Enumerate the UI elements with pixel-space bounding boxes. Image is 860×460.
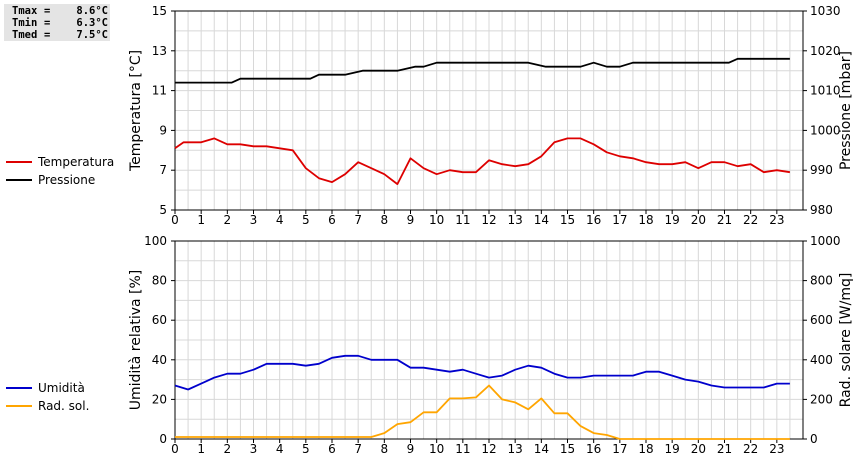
y-axis-label-left: Temperatura [°C] — [128, 50, 144, 172]
summary-row-tmed: Tmed = 7.5°C — [12, 29, 108, 41]
x-tick-label: 10 — [429, 213, 444, 227]
legend: Umidità Rad. sol. — [6, 381, 89, 413]
y-tick-label-left: 9 — [159, 123, 167, 137]
y-tick-label-right: 0 — [810, 432, 818, 446]
series-line-rad-sol- — [175, 384, 790, 440]
x-tick-label: 12 — [481, 442, 496, 456]
series-line-umidit- — [174, 354, 790, 391]
x-tick-label: 1 — [197, 442, 205, 456]
x-tick-label: 13 — [508, 442, 523, 456]
x-tick-label: 21 — [717, 442, 732, 456]
y-tick-label-left: 0 — [159, 432, 167, 446]
y-tick-label-right: 600 — [810, 313, 833, 327]
y-tick-label-right: 800 — [810, 274, 833, 288]
summary-value: 7.5°C — [76, 29, 108, 41]
x-tick-label: 19 — [665, 442, 680, 456]
x-tick-label: 7 — [354, 442, 362, 456]
summary-key: Tmin — [12, 17, 38, 29]
summary-key: Tmed — [12, 29, 38, 41]
summary-key: Tmax — [12, 5, 38, 17]
x-tick-label: 20 — [691, 442, 706, 456]
x-tick-label: 16 — [586, 442, 601, 456]
x-tick-label: 3 — [250, 213, 258, 227]
x-tick-label: 9 — [407, 442, 415, 456]
summary-box: Tmax = 8.6°C Tmin = 6.3°C Tmed = 7.5°C — [4, 4, 110, 41]
y-tick-label-left: 13 — [152, 44, 167, 58]
y-tick-label-left: 80 — [152, 274, 167, 288]
x-tick-label: 4 — [276, 442, 284, 456]
y-tick-label-right: 980 — [810, 203, 833, 217]
y-tick-label-left: 15 — [152, 4, 167, 18]
x-tick-label: 2 — [224, 213, 232, 227]
summary-value: 6.3°C — [76, 17, 108, 29]
y-tick-label-left: 7 — [159, 163, 167, 177]
legend-label: Rad. sol. — [38, 399, 89, 413]
x-tick-label: 6 — [328, 213, 336, 227]
legend: Temperatura Pressione — [6, 155, 114, 187]
x-tick-label: 6 — [328, 442, 336, 456]
x-tick-label: 0 — [171, 442, 179, 456]
legend-label: Temperatura — [37, 155, 114, 169]
y-tick-label-right: 990 — [810, 163, 833, 177]
x-tick-label: 12 — [481, 213, 496, 227]
x-tick-label: 7 — [354, 213, 362, 227]
y-tick-label-left: 40 — [152, 353, 167, 367]
x-tick-label: 19 — [665, 213, 680, 227]
y-tick-label-left: 100 — [144, 234, 167, 248]
series-line-pressione — [175, 57, 790, 84]
x-tick-label: 17 — [612, 213, 627, 227]
x-tick-label: 5 — [302, 213, 310, 227]
x-tick-label: 23 — [769, 442, 784, 456]
y-axis-label-right: Rad. solare [W/mq] — [838, 273, 854, 408]
x-tick-label: 1 — [197, 213, 205, 227]
x-tick-label: 10 — [429, 442, 444, 456]
summary-row-tmax: Tmax = 8.6°C — [12, 5, 108, 17]
y-tick-label-right: 1000 — [810, 123, 841, 137]
summary-value: 8.6°C — [76, 5, 108, 17]
legend-label: Umidità — [38, 381, 85, 395]
y-tick-label-left: 60 — [152, 313, 167, 327]
series-line-temperatura — [174, 137, 791, 186]
x-tick-label: 21 — [717, 213, 732, 227]
x-tick-label: 23 — [769, 213, 784, 227]
summary-row-tmin: Tmin = 6.3°C — [12, 17, 108, 29]
x-tick-label: 18 — [638, 213, 653, 227]
chart-panel-1: 0 1 2 3 4 5 6 7 8 9 10 11 12 13 14 15 16 17 18 19 20 21 22 2357… — [128, 4, 854, 227]
x-tick-label: 5 — [302, 442, 310, 456]
x-tick-label: 14 — [534, 442, 549, 456]
y-tick-label-right: 1000 — [810, 234, 841, 248]
x-tick-label: 15 — [560, 442, 575, 456]
x-tick-label: 15 — [560, 213, 575, 227]
x-tick-label: 9 — [407, 213, 415, 227]
y-tick-label-right: 1010 — [810, 84, 841, 98]
x-tick-label: 22 — [743, 442, 758, 456]
x-tick-label: 13 — [508, 213, 523, 227]
x-tick-label: 4 — [276, 213, 284, 227]
x-tick-label: 16 — [586, 213, 601, 227]
x-tick-label: 0 — [171, 213, 179, 227]
chart-panel-2: 0 1 2 3 4 5 6 7 8 9 10 11 12 13 14 15 16 17 18 19 20 21 22 2302… — [128, 234, 854, 456]
x-tick-label: 11 — [455, 442, 470, 456]
y-tick-label-left: 11 — [152, 84, 167, 98]
x-tick-label: 2 — [224, 442, 232, 456]
y-tick-label-right: 200 — [810, 392, 833, 406]
x-tick-label: 17 — [612, 442, 627, 456]
x-tick-label: 8 — [381, 442, 389, 456]
y-tick-label-left: 5 — [159, 203, 167, 217]
x-tick-label: 22 — [743, 213, 758, 227]
legend-label: Pressione — [38, 173, 95, 187]
x-tick-label: 11 — [455, 213, 470, 227]
y-axis-label-left: Umidità relativa [%] — [128, 270, 144, 411]
y-tick-label-right: 1030 — [810, 4, 841, 18]
y-axis-label-right: Pressione [mbar] — [838, 51, 854, 170]
x-tick-label: 3 — [250, 442, 258, 456]
y-tick-label-left: 20 — [152, 392, 167, 406]
y-tick-label-right: 400 — [810, 353, 833, 367]
y-tick-label-right: 1020 — [810, 44, 841, 58]
x-tick-label: 18 — [638, 442, 653, 456]
x-tick-label: 14 — [534, 213, 549, 227]
x-tick-label: 8 — [381, 213, 389, 227]
x-tick-label: 20 — [691, 213, 706, 227]
